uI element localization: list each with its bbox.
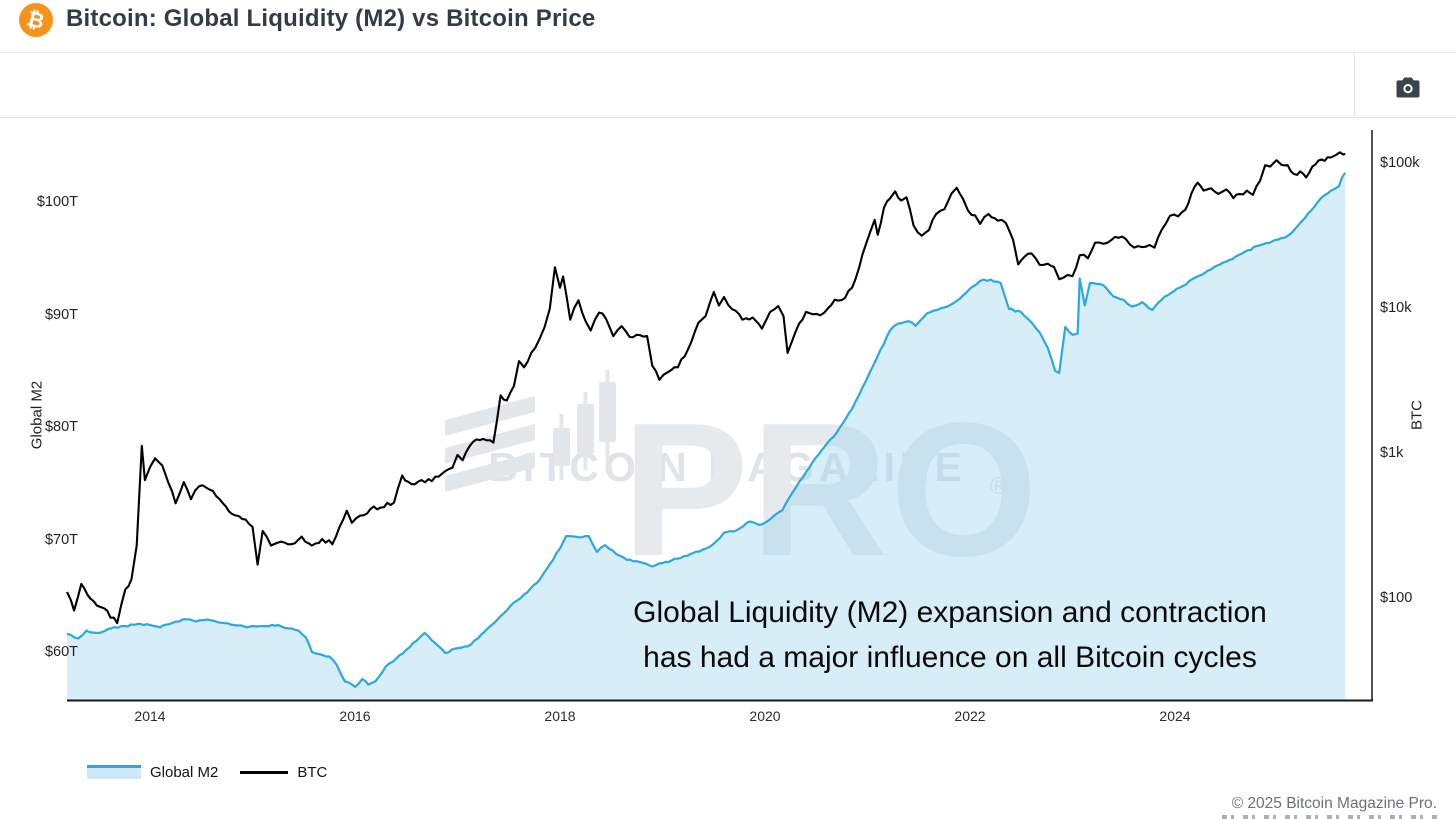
left-axis-tick-label: $80T [44, 419, 78, 435]
legend: Global M2 BTC [87, 760, 327, 784]
toolbar-divider [1354, 53, 1355, 117]
right-axis-title: BTC [1408, 400, 1426, 430]
footer-cutoff-text [1222, 815, 1440, 819]
right-axis-tick-label: $100 [1380, 590, 1413, 606]
global-m2-line [66, 172, 1347, 688]
left-axis-title: Global M2 [28, 380, 46, 450]
plot-svg[interactable] [0, 118, 1456, 740]
x-axis-tick-label: 2024 [1159, 708, 1191, 724]
footer-copyright: © 2025 Bitcoin Magazine Pro. [1231, 795, 1437, 812]
page-title: Bitcoin: Global Liquidity (M2) vs Bitcoi… [66, 5, 596, 32]
legend-item-btc[interactable]: BTC [240, 764, 327, 781]
right-axis-tick-label: $1k [1380, 445, 1404, 461]
left-axis-tick-label: $70T [44, 531, 78, 548]
x-axis-tick-label: 2020 [749, 708, 781, 724]
x-axis-tick-label: 2014 [134, 708, 166, 724]
camera-screenshot-button[interactable] [1388, 73, 1428, 101]
x-axis-tick-label: 2022 [954, 708, 986, 724]
x-axis-tick-label: 2016 [339, 708, 371, 724]
btc-swatch-icon [240, 770, 289, 774]
chart-toolbar [0, 53, 1456, 118]
btc-line [66, 151, 1346, 625]
left-axis-tick-label: $100T [36, 194, 78, 210]
left-axis-tick-label: $60T [44, 644, 78, 660]
global-m2-area [67, 172, 1346, 701]
global-m2-swatch-icon [87, 765, 141, 779]
legend-label-global-m2: Global M2 [150, 763, 219, 781]
x-axis-tick-label: 2018 [544, 708, 576, 724]
annotation-line-1: Global Liquidity (M2) expansion and cont… [633, 596, 1267, 629]
camera-icon [1396, 77, 1420, 97]
bitcoin-logo-icon: ₿ [19, 3, 53, 37]
right-axis-tick-label: $10k [1380, 300, 1412, 316]
left-axis-tick-label: $90T [44, 306, 78, 323]
legend-item-global-m2[interactable]: Global M2 [87, 764, 218, 781]
chart-annotation: Global Liquidity (M2) expansion and cont… [600, 590, 1300, 680]
bitcoin-glyph: ₿ [24, 6, 48, 34]
right-axis-tick-label: $100k [1380, 155, 1420, 171]
legend-label-btc: BTC [297, 763, 328, 781]
chart-header: ₿ Bitcoin: Global Liquidity (M2) vs Bitc… [0, 0, 1456, 53]
chart-plot-area[interactable]: BITCOIN MAGAZINE PRO ® [0, 118, 1456, 740]
annotation-line-2: has had a major influence on all Bitcoin… [643, 641, 1257, 674]
